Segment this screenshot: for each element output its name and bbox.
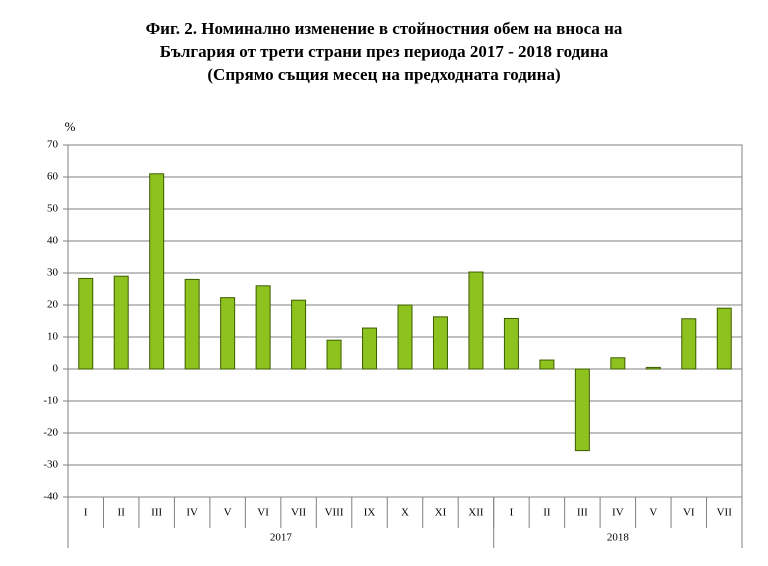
x-tick-label: XII — [468, 507, 484, 519]
bar — [716, 307, 732, 370]
x-tick-label: X — [401, 507, 409, 519]
y-tick-label: 60 — [47, 171, 59, 183]
bar — [255, 285, 271, 370]
y-axis-label: % — [65, 119, 76, 134]
chart-title: България от трети страни през периода 20… — [160, 42, 609, 61]
x-tick-label: VII — [717, 507, 733, 519]
x-tick-label: III — [577, 507, 588, 519]
chart-title: Фиг. 2. Номинално изменение в стойностни… — [146, 19, 623, 38]
x-tick-label: V — [224, 507, 232, 519]
bar — [645, 366, 661, 370]
y-tick-label: 70 — [47, 139, 59, 151]
bar — [574, 368, 590, 452]
x-tick-label: IV — [612, 507, 624, 519]
x-tick-label: XI — [435, 507, 447, 519]
x-tick-label: V — [649, 507, 657, 519]
bar — [326, 339, 342, 370]
bar — [291, 299, 307, 370]
plot-border — [67, 144, 743, 498]
chart-title: (Спрямо същия месец на предходната годин… — [207, 65, 560, 84]
bar — [397, 304, 413, 370]
x-tick-label: VI — [257, 507, 269, 519]
bar — [113, 275, 129, 370]
y-tick-label: -20 — [43, 427, 58, 439]
y-tick-label: -40 — [43, 491, 58, 503]
x-tick-label: VI — [683, 507, 695, 519]
y-tick-label: 30 — [47, 267, 59, 279]
bar — [149, 173, 165, 370]
bar — [681, 318, 697, 370]
x-tick-label: III — [151, 507, 162, 519]
y-tick-label: 20 — [47, 299, 59, 311]
bar — [539, 359, 555, 370]
x-tick-label: IX — [364, 507, 376, 519]
x-tick-label: II — [118, 507, 126, 519]
bar — [610, 357, 626, 370]
y-tick-label: -30 — [43, 459, 58, 471]
y-tick-label: 10 — [47, 331, 59, 343]
group-label: 2017 — [270, 532, 293, 544]
bar — [220, 297, 236, 370]
bar — [78, 277, 94, 370]
x-tick-label: VIII — [325, 507, 344, 519]
x-tick-label: VII — [291, 507, 307, 519]
y-tick-label: 40 — [47, 235, 59, 247]
bar — [184, 278, 200, 370]
x-tick-label: II — [543, 507, 551, 519]
bar — [362, 327, 378, 370]
bar — [432, 316, 448, 370]
bar — [468, 271, 484, 370]
y-tick-label: 0 — [53, 363, 59, 375]
x-tick-label: I — [84, 507, 88, 519]
bar — [503, 317, 519, 370]
x-tick-label: IV — [186, 507, 198, 519]
group-label: 2018 — [607, 532, 630, 544]
y-tick-label: -10 — [43, 395, 58, 407]
y-tick-label: 50 — [47, 203, 59, 215]
x-tick-label: I — [510, 507, 514, 519]
